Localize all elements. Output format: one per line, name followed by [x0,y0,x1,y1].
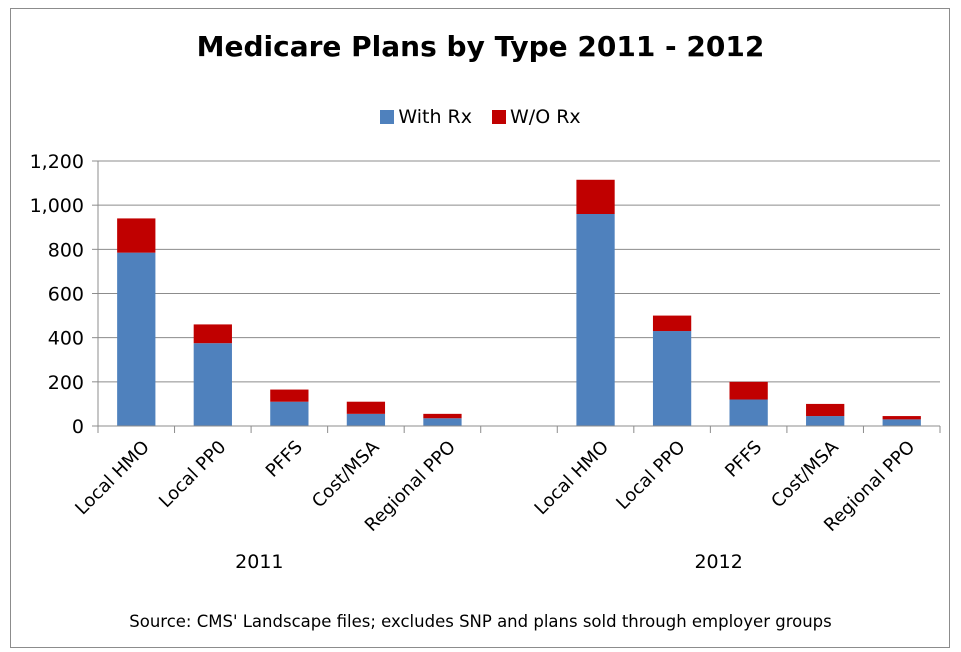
x-group-label: 2012 [694,551,742,573]
bar-with-rx [423,418,462,426]
x-category-label: PFFS [262,437,307,482]
bar-with-rx [806,416,845,426]
bar-wo-rx [576,179,615,214]
x-category-label: Local HMO [71,437,153,519]
bar-wo-rx [729,381,768,400]
legend-swatch-with-rx [380,110,395,124]
chart-frame [10,8,950,648]
bar-wo-rx [806,403,845,417]
bar-wo-rx [117,218,156,253]
bar-wo-rx [193,324,232,344]
bar-with-rx [270,401,309,426]
x-group-label: 2011 [235,551,283,573]
legend-swatch-wo-rx [492,110,507,124]
bar-with-rx [117,252,156,426]
y-tick-label: 600 [48,284,84,306]
bar-with-rx [729,399,768,426]
x-category-label: Cost/MSA [308,436,384,512]
y-tick-label: 200 [48,372,84,394]
bar-with-rx [193,343,232,426]
bar-wo-rx [652,315,692,332]
legend-item-with-rx: With Rx [380,106,472,128]
bar-wo-rx [882,416,921,420]
chart-title: Medicare Plans by Type 2011 - 2012 [196,30,765,63]
legend-label-with-rx: With Rx [398,106,472,128]
x-category-label: Cost/MSA [767,436,843,512]
bar-wo-rx [346,401,386,414]
bar-wo-rx [270,389,309,402]
legend: With Rx W/O Rx [0,106,961,129]
x-category-label: Local PPO [612,437,689,514]
y-tick-label: 1,000 [30,195,84,217]
legend-label-wo-rx: W/O Rx [510,106,581,128]
x-category-label: Local PP0 [155,437,230,512]
x-category-label: Local HMO [531,437,613,519]
y-tick-label: 400 [48,328,84,350]
bar-wo-rx [423,413,462,419]
bar-with-rx [652,331,692,426]
legend-item-wo-rx: W/O Rx [492,106,581,128]
y-tick-label: 1,200 [30,151,84,173]
bar-with-rx [882,419,921,426]
bar-with-rx [576,214,615,426]
source-note: Source: CMS' Landscape files; excludes S… [129,612,832,631]
y-tick-label: 0 [72,416,84,438]
bar-with-rx [346,413,386,426]
y-tick-label: 800 [48,239,84,261]
x-category-label: PFFS [721,437,766,482]
